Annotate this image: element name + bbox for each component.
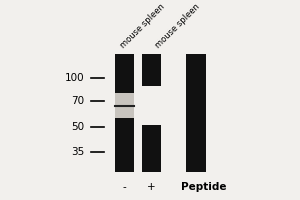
Bar: [115, 54, 134, 172]
Text: -: -: [123, 182, 127, 192]
Text: 50: 50: [71, 122, 85, 132]
Bar: [186, 54, 206, 172]
Text: +: +: [147, 182, 156, 192]
Text: mouse spleen: mouse spleen: [118, 2, 166, 50]
Text: Peptide: Peptide: [181, 182, 226, 192]
Bar: [115, 93, 134, 118]
Text: mouse spleen: mouse spleen: [154, 2, 202, 50]
Bar: [142, 54, 161, 172]
Text: 100: 100: [65, 73, 85, 83]
Text: 70: 70: [71, 96, 85, 106]
Text: 35: 35: [71, 147, 85, 157]
Bar: [142, 86, 161, 125]
